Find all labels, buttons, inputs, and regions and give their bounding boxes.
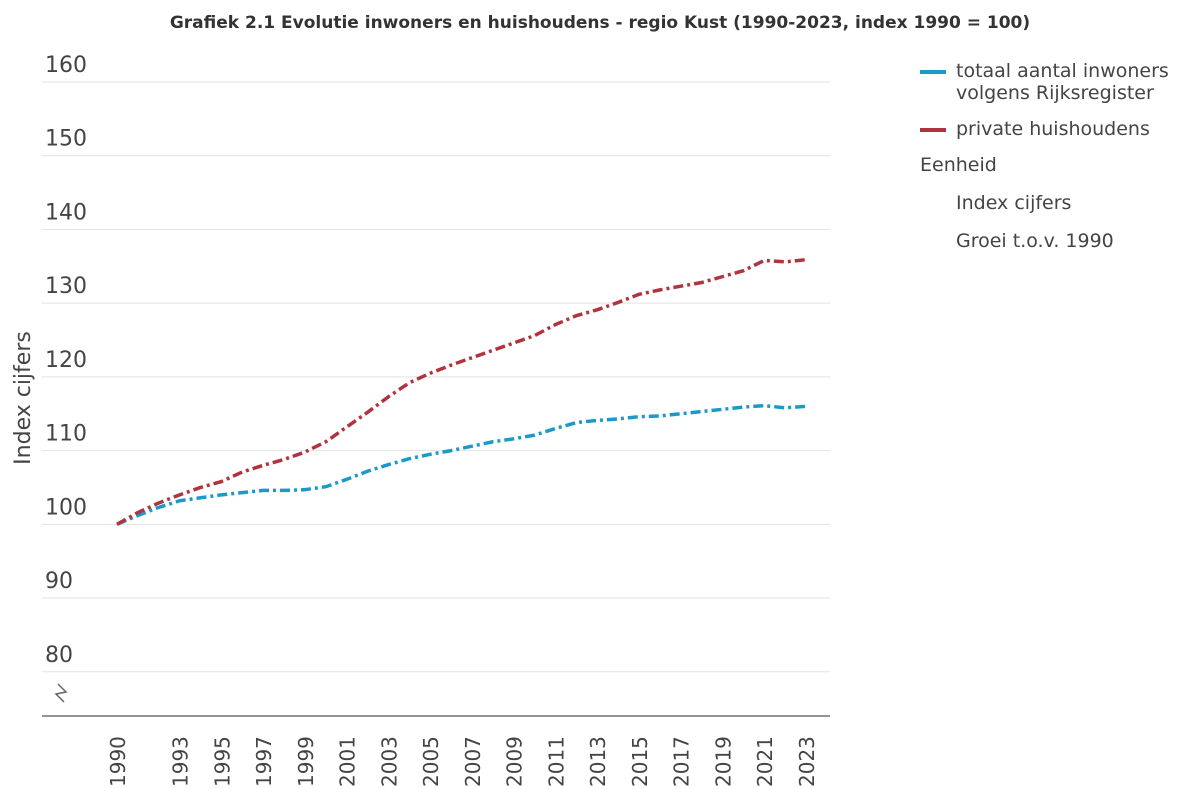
unit-option[interactable]: Index cijfers (956, 192, 1072, 214)
y-tick-label: 120 (45, 348, 87, 373)
y-axis-label: Index cijfers (11, 331, 36, 465)
x-tick-label: 2015 (628, 736, 652, 787)
chart-title: Grafiek 2.1 Evolutie inwoners en huishou… (170, 13, 1030, 33)
x-tick-label: 2019 (711, 736, 735, 787)
legend-swatch (920, 70, 946, 74)
legend-swatch (920, 128, 946, 132)
x-tick-label: 2023 (795, 736, 819, 787)
x-tick-label: 1995 (210, 736, 234, 787)
y-tick-label: 110 (45, 422, 87, 447)
x-tick-label: 2001 (336, 736, 360, 787)
x-tick-label: 1997 (252, 736, 276, 787)
x-tick-label: 1990 (106, 736, 130, 787)
x-tick-label: 2007 (461, 736, 485, 787)
axis-break (54, 683, 68, 703)
legend-label: private huishoudens (956, 118, 1150, 140)
y-tick-label: 150 (45, 127, 87, 152)
series-line (116, 403, 807, 526)
x-tick-label: 2013 (586, 736, 610, 787)
unit-option[interactable]: Groei t.o.v. 1990 (956, 230, 1114, 252)
y-tick-label: 90 (45, 569, 73, 594)
unit-title: Eenheid (920, 154, 997, 176)
x-tick-label: 2021 (753, 736, 777, 787)
x-tick-label: 2017 (670, 736, 694, 787)
y-tick-label: 140 (45, 200, 87, 225)
x-tick-label: 1993 (169, 736, 193, 787)
x-tick-label: 2009 (503, 736, 527, 787)
x-tick-label: 1999 (294, 736, 318, 787)
series-line (116, 257, 807, 526)
x-tick-label: 2003 (377, 736, 401, 787)
y-tick-label: 100 (45, 495, 87, 520)
x-tick-label: 2011 (544, 736, 568, 787)
y-tick-label: 160 (45, 53, 87, 78)
legend: totaal aantal inwoners volgens Rijksregi… (920, 60, 1170, 268)
legend-item: private huishoudens (920, 118, 1170, 140)
legend-label: totaal aantal inwoners volgens Rijksregi… (956, 60, 1169, 104)
y-tick-label: 80 (45, 643, 73, 668)
legend-item: totaal aantal inwoners volgens Rijksregi… (920, 60, 1170, 104)
y-tick-label: 130 (45, 274, 87, 299)
x-tick-label: 2005 (419, 736, 443, 787)
